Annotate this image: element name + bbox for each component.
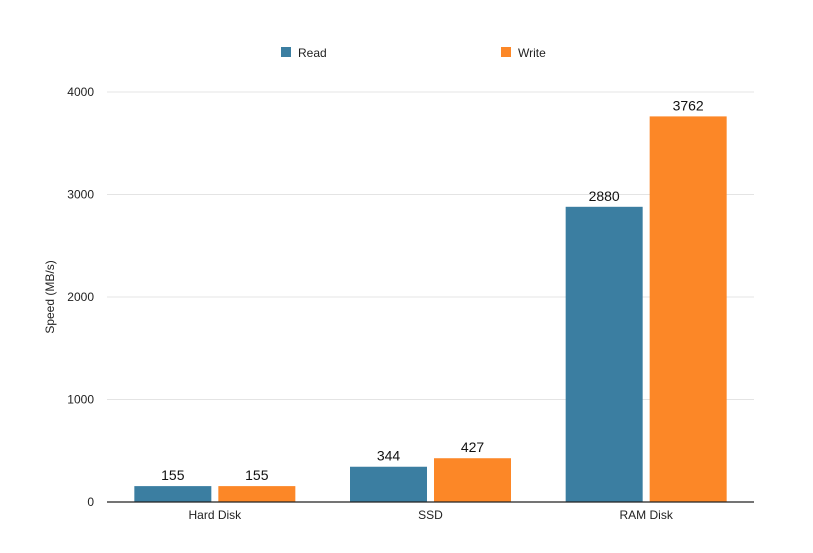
bar-value-label: 155 — [161, 467, 185, 483]
bar-value-label: 344 — [377, 448, 401, 464]
y-axis-ticks: 0 1000 2000 3000 4000 — [67, 85, 94, 509]
bars — [134, 116, 727, 503]
legend: Read Write — [281, 46, 546, 60]
data-labels: 155 155 344 427 2880 3762 — [161, 97, 704, 483]
bar-value-label: 427 — [461, 439, 485, 455]
legend-swatch-read — [281, 47, 291, 57]
bar-read — [565, 206, 643, 503]
x-category-label: SSD — [418, 508, 443, 522]
legend-label-write: Write — [518, 46, 546, 60]
x-axis-categories: Hard Disk SSD RAM Disk — [188, 508, 673, 522]
bar-value-label: 2880 — [589, 188, 620, 204]
y-tick-label: 1000 — [67, 393, 94, 407]
legend-label-read: Read — [298, 46, 327, 60]
bar-read — [134, 486, 212, 502]
legend-swatch-write — [501, 47, 511, 57]
bar-value-label: 155 — [245, 467, 269, 483]
bar-read — [350, 466, 427, 502]
grid-lines — [107, 91, 754, 400]
bar-write — [649, 116, 727, 503]
x-category-label: RAM Disk — [619, 508, 673, 522]
y-axis-label: Speed (MB/s) — [43, 260, 57, 333]
y-tick-label: 3000 — [67, 188, 94, 202]
x-category-label: Hard Disk — [188, 508, 242, 522]
y-tick-label: 0 — [87, 495, 94, 509]
bar-write — [218, 486, 296, 502]
y-tick-label: 4000 — [67, 85, 94, 99]
bar-value-label: 3762 — [673, 97, 704, 113]
y-tick-label: 2000 — [67, 290, 94, 304]
bar-write — [434, 458, 511, 502]
